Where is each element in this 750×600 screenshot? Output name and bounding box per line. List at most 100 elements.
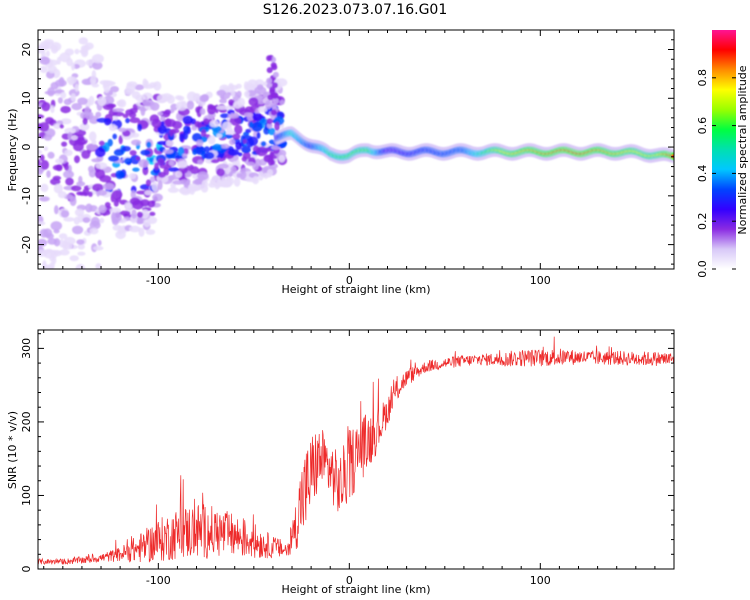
spectrogram-blob — [187, 183, 198, 192]
spectrogram-blob — [88, 131, 97, 142]
spectrogram-blob — [88, 165, 95, 173]
spectrogram-blob — [143, 219, 151, 228]
y-tick-label: -20 — [20, 236, 33, 254]
spectrogram-blob — [60, 118, 72, 125]
spectrogram-blob — [273, 98, 279, 104]
spectrogram-blob — [39, 56, 50, 65]
spectrogram-blob — [244, 90, 250, 97]
spectrogram-blob — [99, 217, 105, 224]
spectrogram-blob — [142, 99, 155, 107]
spectrogram-blob — [279, 99, 285, 105]
spectrogram-blob — [157, 180, 163, 191]
spectrogram-blob — [104, 202, 111, 208]
spectrogram-blob — [64, 48, 74, 56]
spectrogram-blob — [197, 171, 209, 181]
spectrogram-blob — [47, 151, 55, 159]
spectrogram-blob — [177, 160, 188, 169]
spectrogram-blob — [210, 159, 220, 164]
spectrogram-blob — [88, 95, 95, 106]
spectrogram-blob — [144, 190, 153, 196]
spectrogram-blob — [39, 228, 49, 238]
spectrogram-blob — [229, 116, 242, 126]
snr-frame — [37, 329, 675, 570]
spectrogram-blob — [207, 135, 216, 145]
spectrogram-blob — [74, 48, 80, 55]
spectrogram-blob — [258, 171, 264, 181]
spectrogram-blob — [145, 229, 156, 235]
spectrogram-blob — [113, 149, 124, 156]
spectrogram-blob — [97, 189, 107, 196]
spectrogram-y-axis-label: Frequency (Hz) — [6, 109, 19, 192]
spectrogram-blob — [50, 221, 63, 231]
spectrogram-blob — [252, 113, 263, 122]
spectrogram-blob — [71, 103, 83, 111]
spectrogram-blob — [106, 103, 117, 109]
spectrogram-blob — [38, 221, 46, 226]
spectrogram-blob — [64, 149, 73, 156]
spectrogram-blob — [231, 89, 236, 98]
spectrogram-blob — [39, 154, 45, 162]
spectrogram-blob — [121, 146, 131, 152]
spectrogram-blob — [112, 111, 125, 117]
spectrogram-blob — [264, 100, 273, 110]
colorbar-tick-label: 0.2 — [696, 212, 709, 230]
spectrogram-blob — [167, 187, 179, 193]
x-tick-label: 0 — [346, 574, 353, 587]
spectrogram-blob — [220, 113, 230, 119]
spectrogram-blob — [38, 122, 50, 132]
spectrogram-blob — [59, 249, 70, 256]
spectrogram-blob — [112, 212, 122, 222]
spectrogram-blob — [271, 64, 278, 71]
spectrogram-blob — [247, 79, 258, 89]
spectrogram-blob — [92, 183, 104, 192]
colorbar-tick-label: 0.8 — [696, 69, 709, 87]
spectrogram-blob — [234, 124, 243, 135]
spectrogram-blob — [157, 141, 168, 146]
spectrogram-blob — [246, 161, 255, 166]
spectrogram-blob — [143, 84, 155, 89]
spectrogram-blob — [183, 125, 190, 134]
spectrogram-blob — [89, 227, 99, 235]
spectrogram-blob — [201, 179, 208, 189]
spectrogram-blob — [165, 139, 174, 147]
spectrogram-blob — [248, 121, 254, 129]
spectrogram-blob — [108, 155, 120, 162]
spectrogram-blob — [246, 137, 254, 148]
spectrogram-blob — [151, 181, 158, 192]
spectrogram-blob — [212, 143, 222, 152]
colorbar-tick-label: 0.6 — [696, 117, 709, 135]
spectrogram-blob — [138, 227, 145, 237]
spectrogram-blob — [77, 97, 88, 105]
spectrogram-blob — [227, 113, 239, 119]
spectrogram-blob — [255, 146, 268, 157]
spectrogram-blob — [267, 94, 274, 101]
spectrogram-blob — [78, 37, 89, 45]
spectrogram-blob — [111, 190, 123, 200]
spectrogram-blob — [224, 134, 234, 139]
y-tick-label: 300 — [20, 338, 33, 359]
y-tick-label: 0 — [20, 144, 33, 151]
spectrogram-blob — [157, 124, 167, 135]
spectrogram-blob — [97, 96, 107, 106]
spectrogram-blob — [227, 148, 240, 156]
spectrogram-blob — [44, 41, 54, 50]
spectrogram-blob — [252, 176, 259, 185]
spectrogram-blob — [207, 104, 214, 110]
spectrogram-blob — [122, 113, 129, 118]
spectrogram-blob — [241, 156, 247, 162]
spectrogram-blob — [55, 158, 64, 164]
spectrogram-blob — [65, 177, 74, 186]
spectrogram-blob — [76, 181, 86, 187]
spectrogram-blob — [232, 133, 241, 140]
spectrogram-blob — [59, 124, 64, 129]
spectrogram-blob — [199, 108, 206, 115]
spectrogram-blob — [90, 216, 100, 227]
spectrogram-blob — [266, 122, 273, 129]
spectrogram-blob — [129, 225, 141, 233]
spectrogram-blob — [40, 160, 49, 170]
spectrogram-blob — [39, 196, 50, 202]
spectrogram-blob — [256, 132, 261, 139]
snr-y-axis-label: SNR (10 * v/v) — [6, 411, 19, 489]
spectrogram-blob — [216, 105, 229, 110]
spectrogram-blob — [220, 143, 230, 149]
